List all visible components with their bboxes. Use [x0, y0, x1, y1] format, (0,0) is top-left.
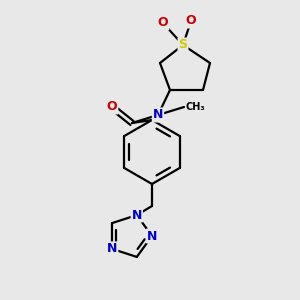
- Text: S: S: [178, 38, 188, 52]
- Text: N: N: [107, 242, 117, 255]
- Text: N: N: [147, 230, 157, 242]
- Text: N: N: [153, 109, 163, 122]
- Text: O: O: [186, 14, 196, 28]
- Text: O: O: [107, 100, 117, 113]
- Text: N: N: [132, 208, 142, 222]
- Text: O: O: [158, 16, 168, 29]
- Text: CH₃: CH₃: [186, 102, 206, 112]
